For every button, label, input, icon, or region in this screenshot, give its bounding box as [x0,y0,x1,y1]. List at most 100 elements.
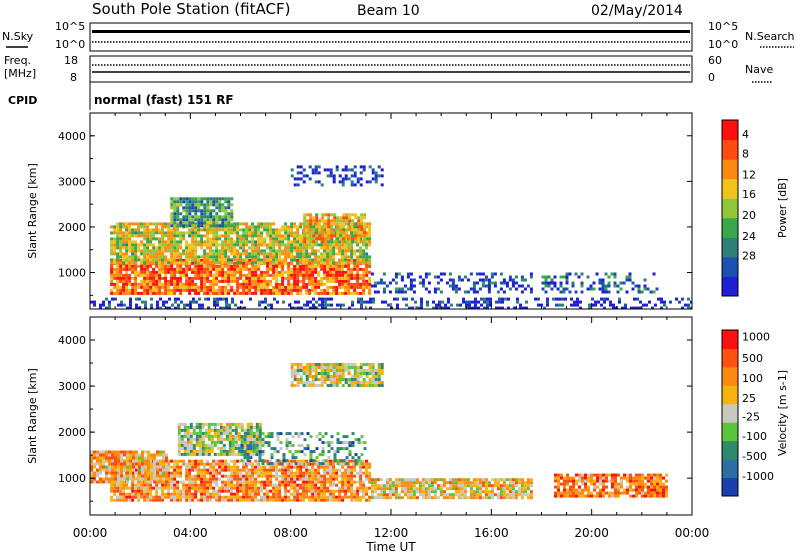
data-cell [254,258,258,262]
data-cell [333,453,337,457]
data-cell [296,255,300,259]
data-cell [131,462,135,466]
data-cell [409,493,413,497]
data-cell [305,252,309,256]
data-cell [194,285,198,289]
data-cell [555,303,558,307]
colorbar-tick-label: 28 [742,250,756,263]
data-cell [327,441,331,445]
data-cell [302,168,306,172]
data-cell [302,255,306,259]
data-cell [209,261,213,265]
data-cell [185,495,189,499]
data-cell [315,306,318,309]
data-cell [415,487,419,491]
data-cell [604,272,608,276]
data-cell [204,431,208,435]
data-cell [134,249,138,253]
data-cell [293,270,297,274]
data-cell [177,434,181,438]
data-cell [203,258,207,262]
data-cell [246,447,250,451]
data-cell [207,422,211,426]
data-cell [335,489,339,493]
data-cell [529,275,533,279]
data-cell [260,474,264,478]
data-cell [329,273,333,277]
data-cell [146,225,150,229]
data-cell [222,452,226,456]
data-cell [248,234,252,238]
data-cell [269,465,273,469]
data-cell [299,249,303,253]
data-cells [90,165,692,309]
data-cell [215,255,219,259]
data-cell [365,234,369,238]
data-cell [144,477,147,481]
data-cell [272,273,276,277]
data-cell [435,303,438,307]
data-cell [360,453,364,457]
data-cell [191,206,195,210]
data-cell [293,282,297,286]
data-cell [110,498,114,502]
data-cell [251,249,255,253]
data-cell [194,270,198,274]
data-cell [164,276,168,280]
data-cell [239,489,243,493]
data-cell [305,264,309,268]
data-cell [140,225,144,229]
data-cell [321,447,325,451]
data-cell [624,303,627,307]
data-cell [251,237,255,241]
data-cell [179,212,183,216]
data-cell [275,282,279,286]
data-cell [177,303,180,307]
data-cell [519,303,522,307]
data-cell [308,252,312,256]
data-cell [164,291,168,295]
data-cell [90,300,93,304]
data-cell [203,270,207,274]
data-cell [657,297,660,301]
data-cell [179,246,183,250]
data-cell [149,258,153,262]
data-cell [368,261,372,265]
data-cell [236,492,240,496]
data-cell [200,234,204,238]
data-cell [414,300,417,304]
data-cell [114,480,117,484]
data-cell [469,496,473,500]
data-cell [484,275,488,279]
data-cell [306,240,310,244]
data-cell [648,300,651,304]
data-cell [338,492,342,496]
data-cell [212,495,216,499]
data-cell [348,237,352,241]
data-cell [260,237,264,241]
data-cell [254,261,258,265]
data-cell [212,224,216,228]
data-cell [173,267,177,271]
data-cell [114,297,117,301]
data-cell [391,487,395,491]
data-cell [230,459,234,463]
data-cell [350,474,354,478]
data-cell [138,459,141,463]
data-cell [433,493,437,497]
data-cell [176,249,180,253]
data-cell [344,264,348,268]
data-cell [200,224,204,228]
data-cell [111,297,114,301]
data-cell [284,243,288,247]
data-cell [314,477,318,481]
data-cell [105,465,108,469]
data-cell [421,278,425,282]
data-cell [156,306,159,309]
data-cell [305,495,309,499]
data-cell [308,282,312,286]
freq-panel: Freq. [MHz] 18 8 60 0 Nave [4,54,773,84]
data-cell [287,276,291,280]
data-cell [332,246,336,250]
data-cell [200,270,204,274]
